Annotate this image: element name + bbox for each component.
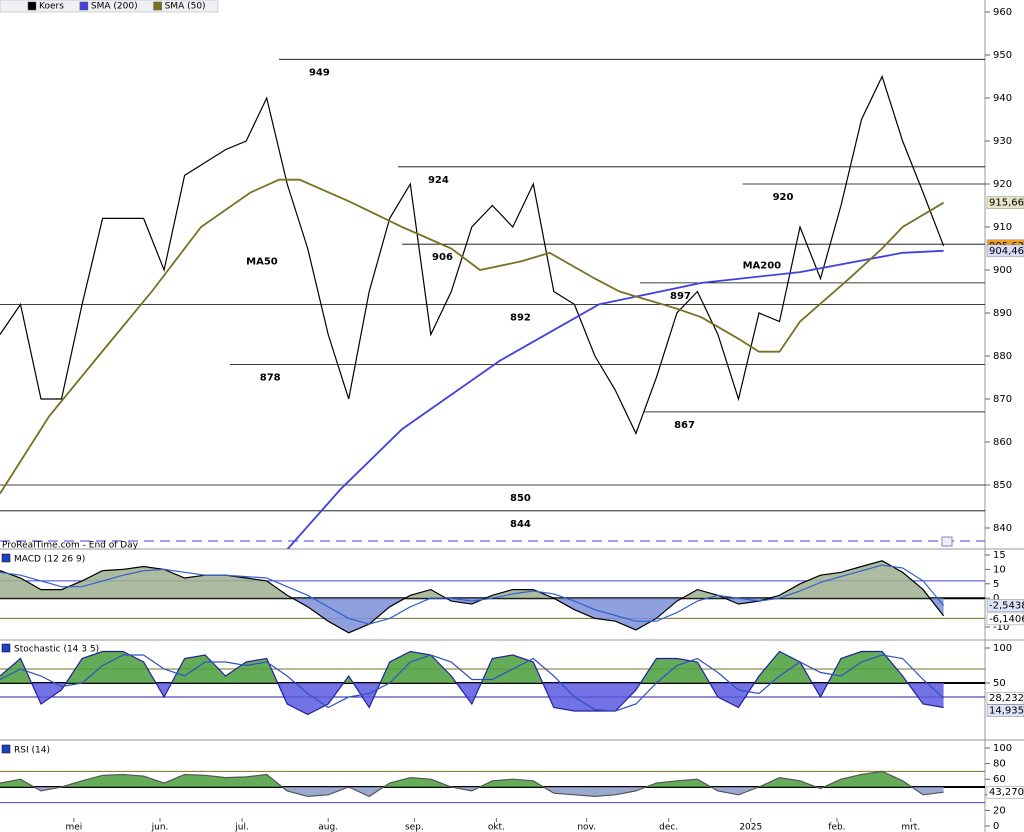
legend-label: Koers xyxy=(39,2,64,12)
plot-area xyxy=(0,560,985,634)
annotation: MA200 xyxy=(743,261,782,272)
legend-icon xyxy=(1,553,11,563)
value-box xyxy=(986,704,1024,717)
value-box-label: 43,270 xyxy=(989,787,1024,798)
value-box-label: 904,46 xyxy=(989,246,1024,257)
series-line xyxy=(0,560,945,634)
x-tick-label: dec. xyxy=(659,823,678,832)
value-box xyxy=(986,244,1024,258)
y-tick-label: 950 xyxy=(993,50,1012,61)
indicator-fill xyxy=(0,787,944,797)
indicator-fill xyxy=(0,651,944,683)
value-box xyxy=(986,196,1024,209)
x-tick-label: 2025 xyxy=(739,823,762,832)
series-line xyxy=(0,654,945,712)
level-label: 867 xyxy=(674,420,695,431)
legend-swatch xyxy=(27,1,37,11)
y-tick-label: 920 xyxy=(993,179,1012,190)
legend-swatch xyxy=(153,1,162,11)
level-label: 924 xyxy=(428,175,449,186)
legend-icon xyxy=(1,744,11,754)
y-tick-label: 10 xyxy=(993,564,1006,575)
value-box-label: 28,232 xyxy=(989,693,1024,704)
indicator-fill xyxy=(0,683,944,715)
level-label: 850 xyxy=(510,493,531,504)
y-tick-label: -10 xyxy=(993,622,1009,633)
y-tick-label: 930 xyxy=(993,136,1012,147)
value-box xyxy=(986,785,1024,799)
x-tick-label: sep. xyxy=(405,823,424,832)
legend-swatch xyxy=(79,1,89,11)
series-line xyxy=(0,74,945,435)
plot-area xyxy=(0,770,985,804)
plot-area xyxy=(0,650,985,716)
y-tick-label: 910 xyxy=(993,222,1012,233)
legend-icon xyxy=(1,643,11,653)
y-tick-label: 5 xyxy=(993,579,999,590)
level-label: 844 xyxy=(510,519,531,530)
y-tick-label: 100 xyxy=(993,643,1012,654)
y-tick-label: 20 xyxy=(993,805,1006,816)
y-tick-label: 940 xyxy=(993,93,1012,104)
panel-title: RSI (14) xyxy=(14,746,50,756)
y-tick-label: 0 xyxy=(993,821,999,832)
y-tick-label: 100 xyxy=(993,743,1012,754)
y-tick-label: 50 xyxy=(993,678,1006,689)
indicator-fill xyxy=(0,771,944,787)
indicator-fill xyxy=(0,560,944,599)
series-line xyxy=(0,770,944,798)
y-tick-label: 60 xyxy=(993,774,1006,785)
value-box xyxy=(986,612,1024,626)
legend-label: SMA (50) xyxy=(165,2,206,12)
level-label: 949 xyxy=(309,67,330,78)
y-tick-label: 960 xyxy=(993,7,1012,18)
level-label: 920 xyxy=(773,192,794,203)
value-box xyxy=(986,691,1024,705)
level-label: 892 xyxy=(510,312,531,323)
y-tick-label: 870 xyxy=(993,394,1012,405)
x-tick-label: mei xyxy=(65,823,82,832)
value-box-label: 14,935 xyxy=(989,706,1024,717)
level-label: 906 xyxy=(432,252,453,263)
y-tick-label: 15 xyxy=(993,550,1006,561)
y-tick-label: 0 xyxy=(993,593,999,604)
level-label: 897 xyxy=(670,291,691,302)
y-tick-label: 840 xyxy=(993,523,1012,534)
zoom-button[interactable] xyxy=(941,536,953,547)
toolbar xyxy=(0,0,219,13)
panel-title: Stochastic (14 3 5) xyxy=(14,645,99,655)
annotation: MA50 xyxy=(246,256,278,267)
footer: ProRealTime.com - End of Day xyxy=(2,541,139,551)
y-tick-label: 880 xyxy=(993,351,1012,362)
x-tick-label: feb. xyxy=(828,823,845,832)
x-tick-label: jun. xyxy=(151,823,169,832)
value-box-label: 915,66 xyxy=(989,198,1024,209)
panel-title: MACD (12 26 9) xyxy=(14,555,85,565)
value-box-label: -6,1406 xyxy=(989,614,1024,625)
indicator-fill xyxy=(292,598,944,633)
y-tick-label: 860 xyxy=(993,437,1012,448)
y-tick-label: 850 xyxy=(993,480,1012,491)
x-tick-label: nov. xyxy=(577,823,596,832)
series-line xyxy=(0,178,945,495)
legend-label: SMA (200) xyxy=(91,2,138,12)
value-box xyxy=(986,599,1024,612)
series-line xyxy=(286,249,944,549)
value-box-label: -2,5438 xyxy=(989,601,1024,612)
x-tick-label: jul. xyxy=(234,823,249,832)
y-tick-label: 80 xyxy=(993,759,1006,770)
plot-area xyxy=(0,58,985,549)
y-tick-label: 890 xyxy=(993,308,1012,319)
x-tick-label: mrt. xyxy=(901,823,920,832)
y-tick-label: 900 xyxy=(993,265,1012,276)
x-tick-label: okt. xyxy=(488,823,505,832)
series-line xyxy=(0,564,945,625)
x-tick-label: aug. xyxy=(318,823,338,832)
series-line xyxy=(0,650,944,716)
level-label: 878 xyxy=(260,373,281,384)
